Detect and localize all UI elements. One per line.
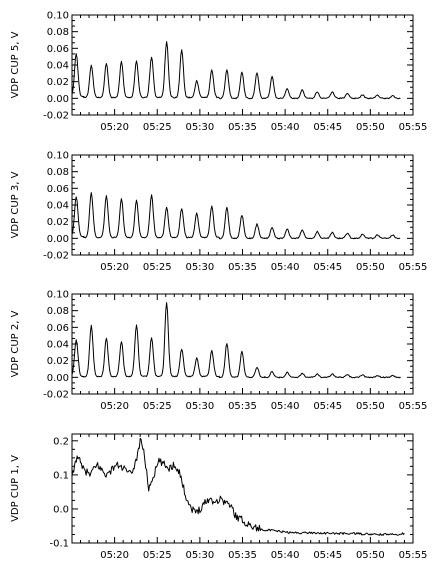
series-line: [71, 41, 401, 100]
series-line: [71, 302, 401, 379]
x-tick-label: 05:30: [185, 550, 214, 561]
x-tick-label: 05:35: [228, 122, 257, 133]
x-tick-label: 05:50: [356, 550, 385, 561]
y-tick-label: 0.00: [47, 373, 69, 384]
x-tick-label: 05:30: [185, 122, 214, 133]
y-tick-label: 0.2: [53, 436, 69, 447]
plot-frame: [71, 154, 414, 256]
series-line: [71, 437, 405, 536]
chart-panel-4: -0.1 0.0 0.1 0.2 05:20 05:25 05:30 05:35 05:40 05…: [10, 433, 428, 561]
x-tick-label: 05:40: [271, 122, 300, 133]
x-tick-label: 05:25: [143, 122, 172, 133]
y-tick-label: 0.10: [47, 151, 69, 162]
y-tick-label: 0.0: [53, 504, 69, 515]
x-tick-label: 05:30: [185, 262, 214, 273]
x-tick-label: 05:45: [313, 401, 342, 412]
y-tick-label: -0.02: [43, 251, 69, 262]
plot-frame: [71, 293, 414, 395]
series-line: [71, 192, 401, 240]
x-tick-label: 05:35: [228, 550, 257, 561]
x-tick-label: 05:35: [228, 401, 257, 412]
x-tick-label: 05:55: [399, 262, 428, 273]
x-tick-label: 05:20: [100, 122, 129, 133]
chart-panel-2: -0.02 0.00 0.02 0.04 0.06 0.08 0.10 05:20 05:25 0…: [10, 151, 427, 274]
y-tick-label: 0.04: [47, 340, 69, 351]
y-axis-label: VDP CUP 3, V: [10, 171, 21, 238]
y-axis-label: VDP CUP 1, V: [10, 455, 21, 522]
plot-frame: [71, 433, 414, 544]
y-axis-label: VDP CUP 5, V: [10, 31, 21, 98]
y-tick-label: 0.00: [47, 234, 69, 245]
y-tick-label: -0.02: [43, 390, 69, 401]
y-tick-label: 0.06: [47, 323, 69, 334]
y-tick-label: 0.08: [47, 306, 69, 317]
y-tick-label: -0.02: [43, 111, 69, 122]
y-tick-label: 0.06: [47, 184, 69, 195]
y-tick-label: -0.1: [49, 539, 69, 550]
x-tick-label: 05:55: [399, 550, 428, 561]
y-tick-label: 0.02: [47, 217, 69, 228]
x-tick-label: 05:25: [143, 262, 172, 273]
y-tick-label: 0.04: [47, 61, 69, 72]
x-tick-label: 05:25: [143, 550, 172, 561]
x-tick-label: 05:50: [356, 122, 385, 133]
y-tick-label: 0.1: [53, 470, 69, 481]
x-tick-label: 05:20: [100, 401, 129, 412]
x-tick-label: 05:35: [228, 262, 257, 273]
y-tick-label: 0.00: [47, 94, 69, 105]
y-tick-label: 0.08: [47, 167, 69, 178]
chart-panel-1: -0.02 0.00 0.02 0.04 0.06 0.08 0.10 05:20 05:25 0…: [10, 11, 427, 134]
x-tick-label: 05:40: [271, 401, 300, 412]
x-tick-label: 05:55: [399, 401, 428, 412]
x-tick-label: 05:40: [271, 550, 300, 561]
y-tick-label: 0.08: [47, 27, 69, 38]
x-tick-label: 05:45: [313, 550, 342, 561]
x-tick-label: 05:55: [399, 122, 428, 133]
x-tick-label: 05:30: [185, 401, 214, 412]
x-tick-label: 05:50: [356, 401, 385, 412]
y-tick-label: 0.02: [47, 356, 69, 367]
x-tick-label: 05:25: [143, 401, 172, 412]
x-tick-label: 05:45: [313, 122, 342, 133]
y-axis-label: VDP CUP 2, V: [10, 310, 21, 377]
chart-panel-3: -0.02 0.00 0.02 0.04 0.06 0.08 0.10 05:20 05:25 0…: [10, 290, 427, 413]
y-tick-label: 0.06: [47, 44, 69, 55]
x-tick-label: 05:20: [100, 262, 129, 273]
y-tick-label: 0.04: [47, 201, 69, 212]
x-tick-label: 05:20: [100, 550, 129, 561]
x-tick-label: 05:40: [271, 262, 300, 273]
x-tick-label: 05:45: [313, 262, 342, 273]
y-tick-label: 0.10: [47, 11, 69, 22]
y-tick-label: 0.10: [47, 290, 69, 301]
y-tick-label: 0.02: [47, 77, 69, 88]
plot-frame: [71, 14, 414, 116]
x-tick-label: 05:50: [356, 262, 385, 273]
